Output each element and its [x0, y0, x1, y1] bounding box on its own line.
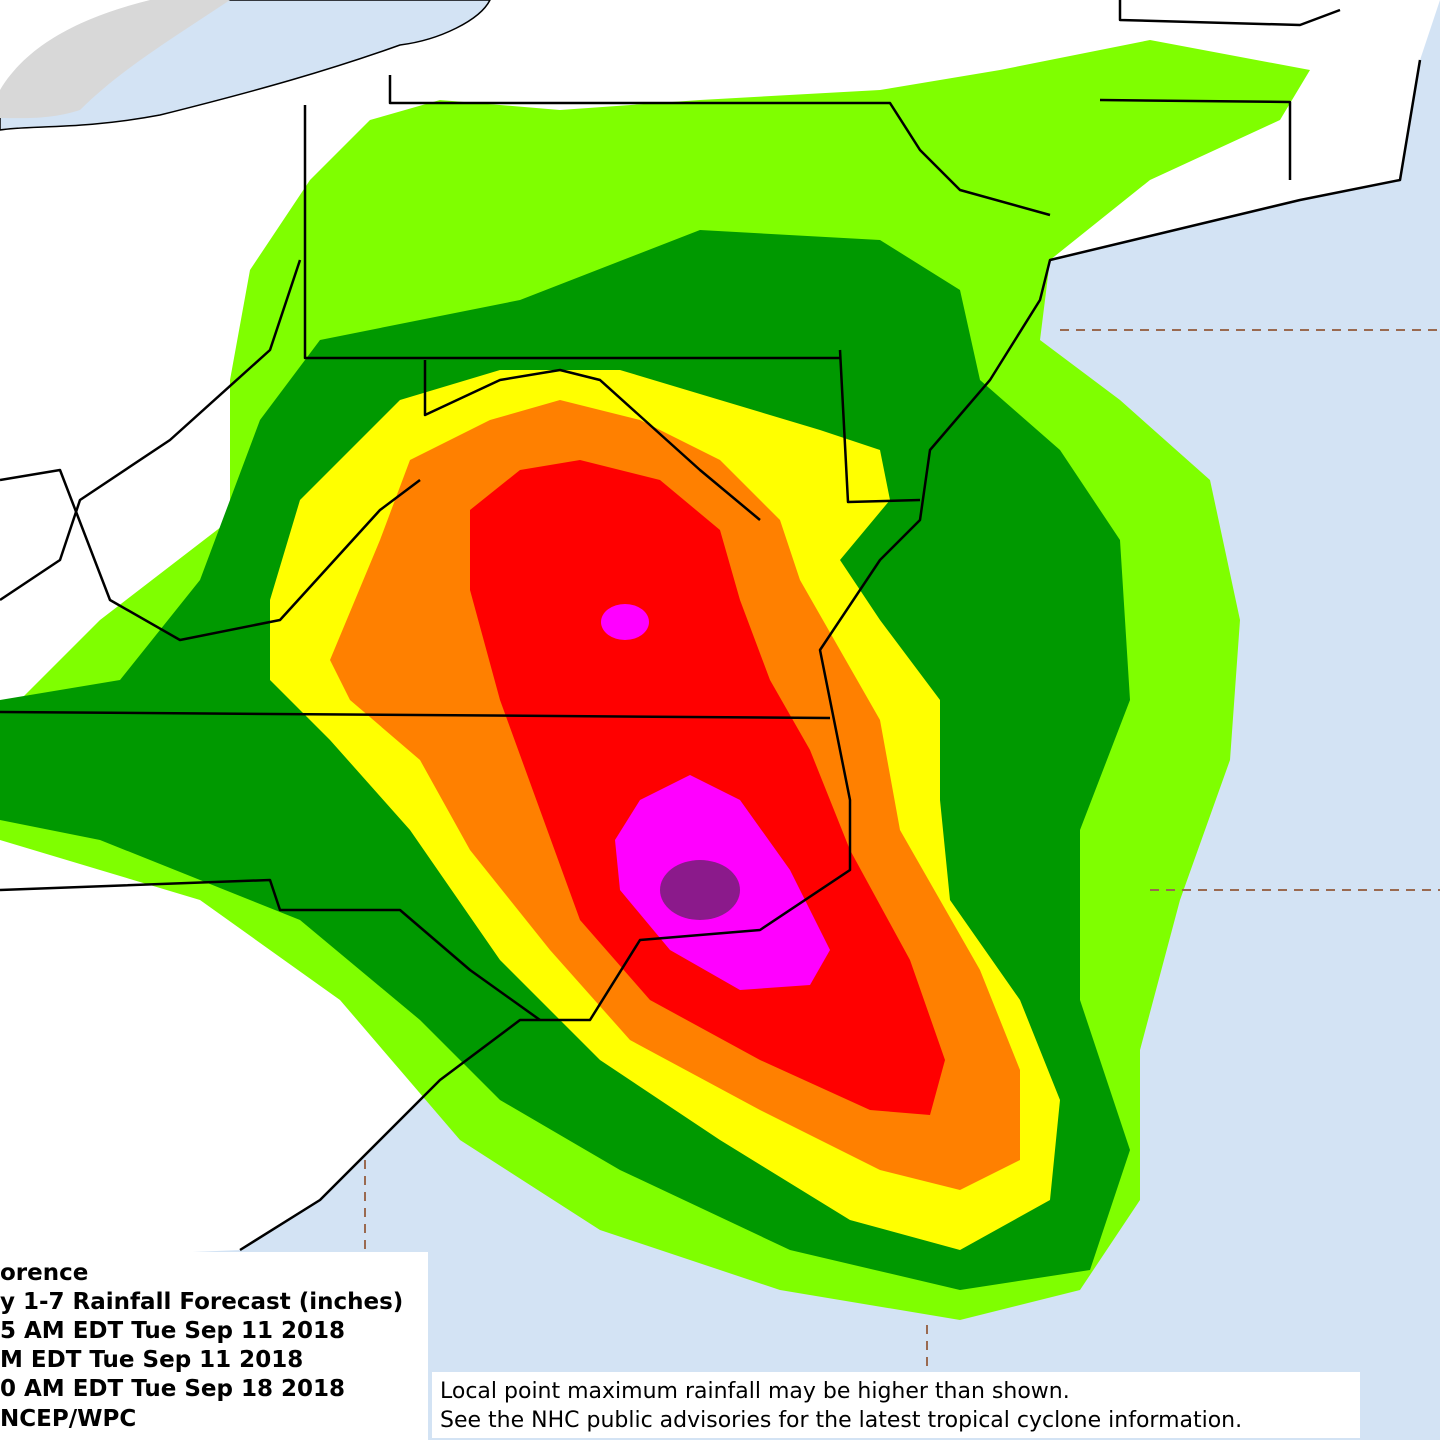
title-line: 5 AM EDT Tue Sep 11 2018 [0, 1318, 345, 1344]
title-line: NCEP/WPC [0, 1406, 136, 1432]
contour-purple [660, 860, 740, 920]
title-line: y 1-7 Rainfall Forecast (inches) [0, 1289, 403, 1315]
state-line [0, 468, 421, 642]
note-box [432, 1372, 1360, 1438]
state-line [0, 710, 831, 720]
state-line [0, 259, 302, 602]
note-line: Local point maximum rainfall may be high… [440, 1379, 1070, 1404]
state-line [838, 349, 921, 504]
title-line: 0 AM EDT Tue Sep 18 2018 [0, 1376, 345, 1402]
note-line: See the NHC public advisories for the la… [440, 1408, 1242, 1433]
state-line [388, 75, 1051, 217]
title-line: M EDT Tue Sep 11 2018 [0, 1347, 303, 1373]
state-line [0, 878, 541, 1022]
state-line [423, 360, 761, 521]
state-line [1118, 0, 1341, 27]
state-line [1099, 98, 1292, 180]
contour-magenta [601, 604, 649, 640]
title-line: orence [0, 1260, 88, 1286]
state-line [303, 105, 840, 360]
coastline [239, 59, 1422, 1252]
title-box [0, 1252, 428, 1440]
lake-shade [0, 0, 230, 119]
